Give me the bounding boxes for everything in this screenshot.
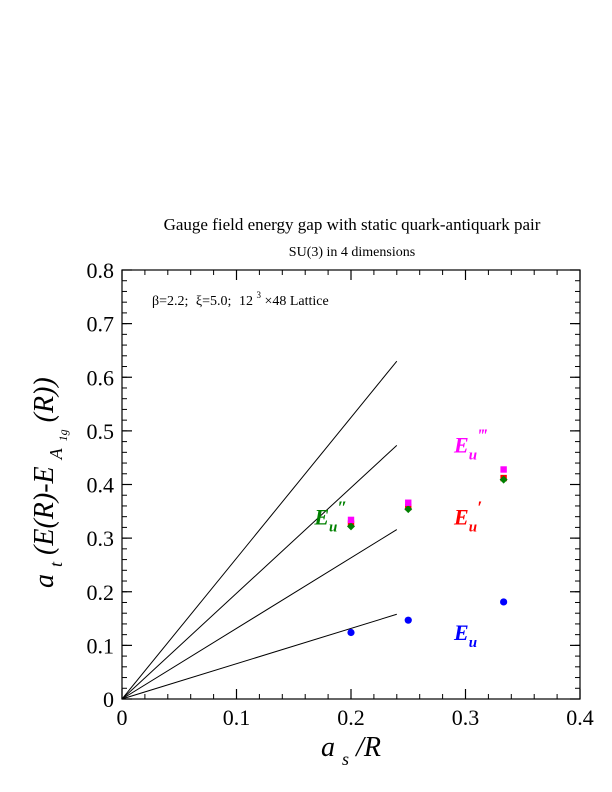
series-label-subscript: u [469,447,477,463]
xi-label: ξ=5.0; [196,294,232,309]
x-tick-label: 0 [117,705,128,730]
reference-line-1 [121,613,397,700]
data-point-series-4-1 [347,516,355,524]
y-tick-label: 0.8 [87,258,115,283]
series-label-3: Eu″ [313,498,347,536]
y-tick-label: 0.2 [87,580,115,605]
series-label-subscript: u [469,635,477,651]
series-label-base: E [313,505,329,530]
x-tick-label: 0.3 [452,705,480,730]
axis-ticks: 0 0.1 0.2 0.3 0.4 0 0.1 0.2 0.3 0.4 0.5 0.6 0.7 0.8 [87,258,594,730]
series-label-subscript: u [469,520,477,536]
series-label-prime: ‴ [477,425,487,445]
y-axis-label-subsub: 1g [56,429,70,441]
y-axis-label-sub1: t [46,561,66,567]
data-point-series-1-2 [404,616,412,624]
x-tick-label: 0.1 [223,705,251,730]
y-axis-label-sub2: A [46,447,66,460]
data-point-series-4-3 [500,466,507,473]
series-label-4: Eu‴ [453,425,487,463]
y-axis-label: a t (E(R)-E A 1g (R)) [29,377,74,588]
x-axis-label-sub: s [342,749,349,769]
y-tick-label: 0.1 [87,633,115,658]
lattice-rest: ×48 Lattice [264,294,328,309]
y-axis-label-mid: (E(R)-E [29,466,60,555]
reference-line-4 [121,360,398,700]
series-label-1: Eu [453,620,477,651]
data-point-series-1-1 [347,628,355,637]
y-tick-label: 0.5 [87,419,115,444]
lattice-base: 12 [239,294,253,309]
info-annotation: β=2.2; ξ=5.0; 12 3 ×48 Lattice [152,287,329,309]
y-axis-label-pre: a [29,574,60,588]
lattice-exponent: 3 [256,290,261,300]
x-axis-label-main: a [321,732,335,763]
y-tick-label: 0 [103,687,114,712]
y-tick-label: 0.6 [87,365,115,390]
series-label-base: E [453,620,469,645]
x-axis-label-rest: /R [354,732,381,763]
x-tick-label: 0.2 [337,705,365,730]
y-tick-label: 0.3 [87,526,115,551]
data-point-series-3-2 [404,505,413,514]
series-label-prime: ″ [337,498,347,518]
series-label-2: Eu′ [453,498,482,536]
data-point-series-3-1 [347,522,355,531]
reference-line-2 [121,529,398,700]
chart-subtitle: SU(3) in 4 dimensions [289,245,415,260]
series-label-base: E [453,505,469,530]
y-axis-label-post: (R)) [29,377,60,422]
series-label-base: E [453,432,469,457]
x-tick-label: 0.4 [566,705,594,730]
y-tick-label: 0.7 [87,312,115,337]
y-tick-label: 0.4 [87,473,115,498]
data-point-series-1-3 [500,598,508,606]
x-axis-label: a s /R [321,732,381,772]
data-point-series-4-2 [405,499,412,506]
series-label-prime: ′ [477,498,482,518]
beta-label: β=2.2; [152,294,188,309]
data-point-series-3-3 [499,475,508,484]
reference-line-3 [121,444,398,700]
chart-title: Gauge field energy gap with static quark… [164,215,541,234]
series-label-subscript: u [329,520,337,536]
